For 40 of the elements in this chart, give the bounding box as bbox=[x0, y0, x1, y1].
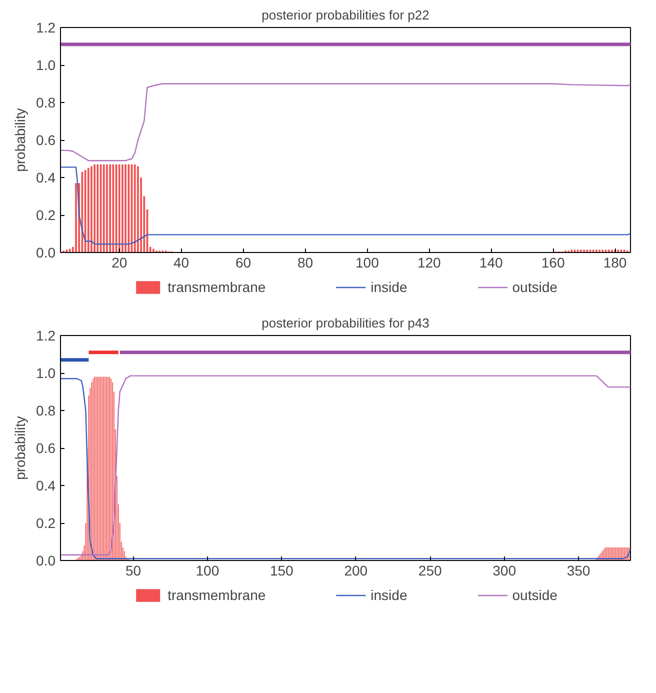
y-tick-label: 1.2 bbox=[36, 328, 56, 344]
x-tick-label: 300 bbox=[492, 562, 516, 578]
x-tick-label: 100 bbox=[196, 562, 220, 578]
x-tick-label: 350 bbox=[566, 562, 590, 578]
x-tick-label: 140 bbox=[479, 254, 503, 270]
x-tick-label: 40 bbox=[174, 254, 190, 270]
legend-label: transmembrane bbox=[168, 279, 266, 295]
y-tick-label: 0.4 bbox=[36, 478, 56, 494]
y-tick-label: 0.8 bbox=[36, 402, 56, 418]
y-tick-label: 0.8 bbox=[36, 94, 56, 110]
y-tick-label: 1.2 bbox=[36, 20, 56, 36]
x-tick-label: 60 bbox=[235, 254, 252, 270]
chart-title: posterior probabilities for p43 bbox=[262, 316, 430, 330]
chart-title: posterior probabilities for p22 bbox=[262, 8, 430, 22]
y-tick-label: 0.0 bbox=[36, 244, 56, 260]
x-tick-label: 200 bbox=[344, 562, 368, 578]
y-tick-label: 0.2 bbox=[36, 515, 56, 531]
legend-label: inside bbox=[370, 587, 408, 603]
y-tick-label: 0.6 bbox=[36, 132, 56, 148]
legend-label: outside bbox=[512, 279, 558, 295]
legend-label: transmembrane bbox=[168, 587, 266, 603]
y-axis-title: probability bbox=[12, 108, 28, 172]
x-tick-label: 120 bbox=[417, 254, 442, 270]
legend-label: inside bbox=[370, 279, 408, 295]
y-tick-label: 0.2 bbox=[36, 207, 56, 223]
x-tick-label: 20 bbox=[112, 254, 128, 270]
x-tick-label: 250 bbox=[418, 562, 442, 578]
y-tick-label: 0.4 bbox=[36, 170, 56, 186]
y-axis-title: probability bbox=[12, 416, 28, 480]
x-tick-label: 100 bbox=[356, 254, 380, 270]
x-tick-label: 50 bbox=[125, 562, 142, 578]
x-tick-label: 150 bbox=[270, 562, 294, 578]
y-tick-label: 1.0 bbox=[36, 57, 56, 73]
x-tick-label: 180 bbox=[603, 254, 627, 270]
x-tick-label: 160 bbox=[541, 254, 565, 270]
legend-label: outside bbox=[512, 587, 558, 603]
y-tick-label: 1.0 bbox=[36, 365, 56, 381]
y-tick-label: 0.6 bbox=[36, 440, 56, 456]
y-tick-label: 0.0 bbox=[36, 552, 56, 568]
x-tick-label: 80 bbox=[297, 254, 314, 270]
